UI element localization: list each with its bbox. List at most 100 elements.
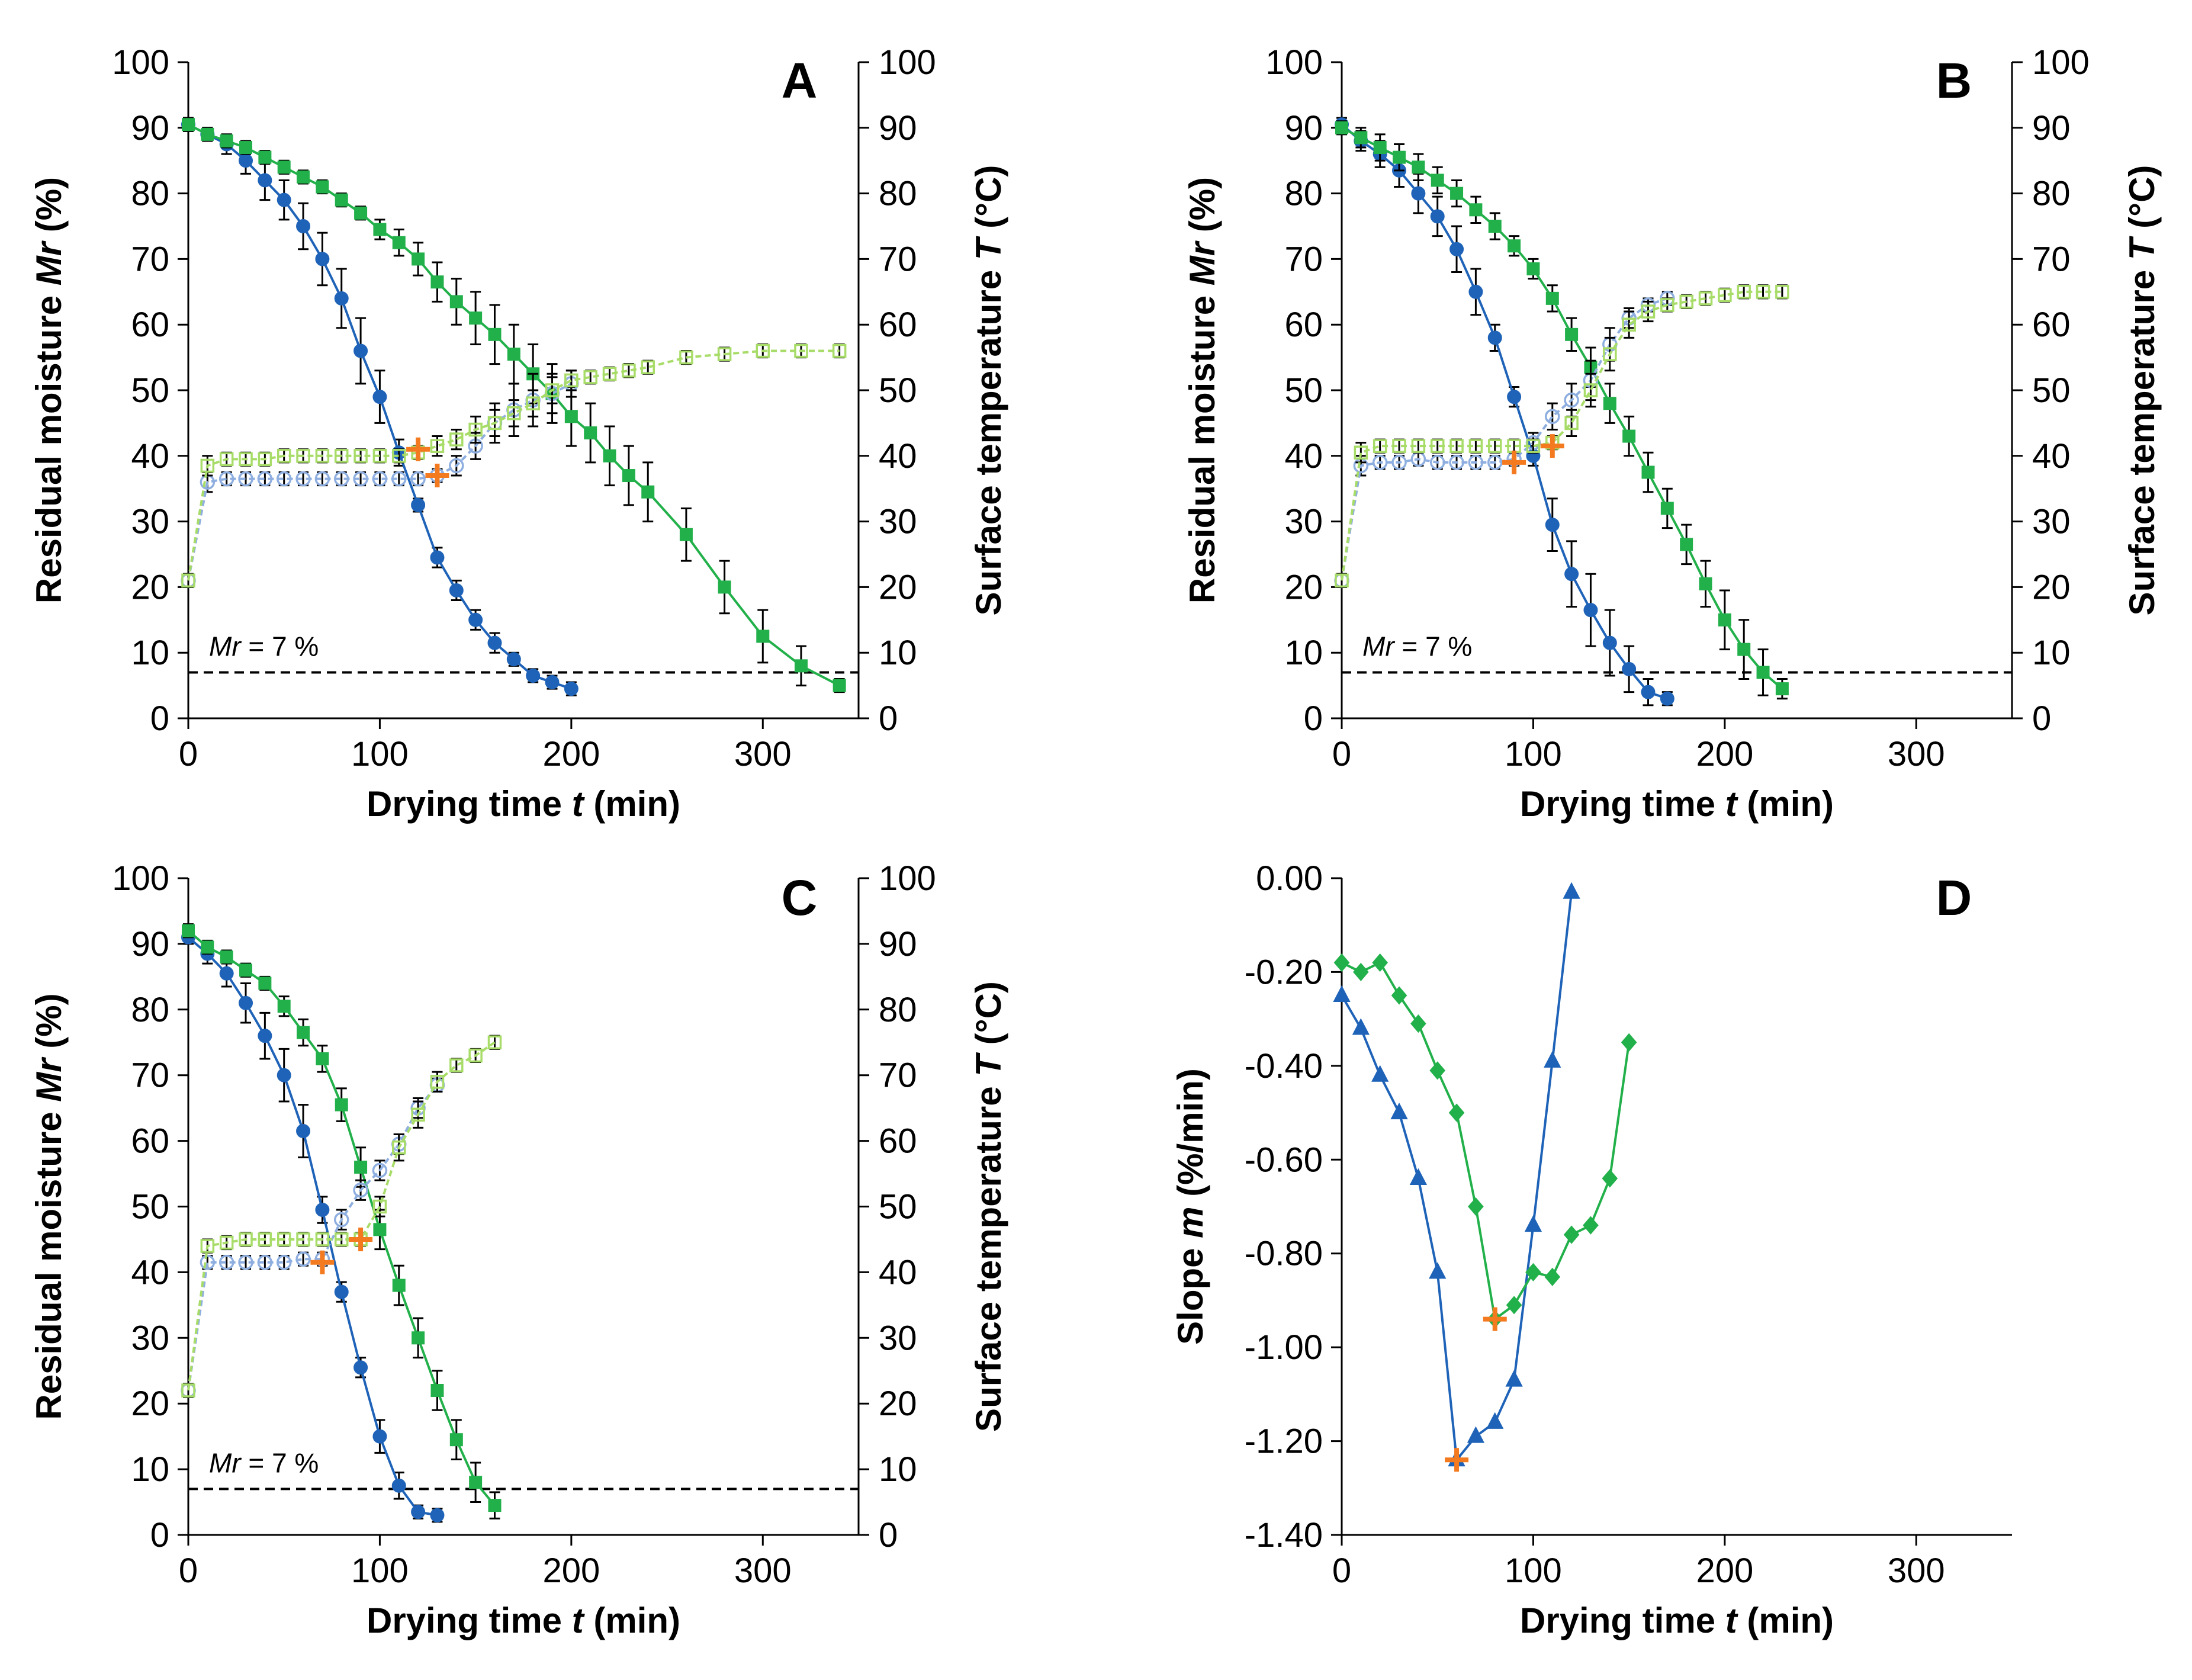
data-point [411,1107,425,1122]
y2-tick-label: 30 [879,1319,917,1357]
data-point [545,675,560,690]
data-point [1487,330,1502,345]
y-axis-label: Slope m (%/min) [1171,1068,1210,1345]
y2-tick-label: 0 [879,699,898,738]
data-point [1333,953,1350,972]
y-tick-label: 80 [131,175,169,213]
y-axis-label: Residual moisture Mr (%) [29,177,69,603]
y2-tick-label: 30 [879,503,917,541]
y2-tick-label: 50 [2032,371,2071,410]
data-point [335,1098,348,1112]
series-transition-marker-1 [310,1250,335,1274]
data-point [1392,439,1406,453]
data-point [487,416,502,431]
data-point [1526,262,1540,276]
data-point [314,471,330,487]
data-point [277,449,291,463]
data-point [622,469,635,483]
data-point [372,471,388,487]
series-transition-marker-1 [406,437,430,461]
data-point [1680,538,1693,551]
series-line [187,1084,438,1391]
reference-line-label: Mr = 7 % [209,1447,319,1478]
data-point [430,1075,445,1089]
data-point [1602,1169,1618,1188]
y-tick-label: -0.20 [1245,953,1323,991]
data-point [1718,613,1731,627]
data-point [1430,209,1445,224]
data-point [1468,455,1484,470]
y2-tick-label: 50 [879,1188,917,1226]
data-point [507,406,521,420]
data-point [182,118,195,131]
y2-axis-label: Surface temperature T (°C) [969,981,1008,1432]
data-point [392,236,406,249]
series-surface-temperature-light-blue- [181,1077,445,1398]
data-point [391,471,407,487]
panel-label: D [1936,870,1972,926]
data-point [316,1052,329,1065]
data-point [1450,187,1464,200]
data-point [1372,455,1388,470]
reference-line-label: Mr = 7 % [209,631,319,661]
data-point [641,360,655,374]
data-point [411,1505,426,1520]
y2-tick-label: 0 [879,1516,898,1554]
series-line [1341,961,1631,1322]
data-point [1354,131,1368,144]
data-point [200,1239,215,1253]
x-tick-label: 200 [1696,735,1753,773]
data-point [1468,284,1483,299]
y2-tick-label: 100 [879,859,936,898]
data-point [1524,1215,1542,1232]
data-point [430,550,445,565]
data-point [1563,882,1580,899]
data-point [449,295,463,309]
data-point [833,679,846,692]
data-point [296,1232,310,1247]
data-point [584,426,597,440]
data-point [1564,392,1579,408]
data-point [430,439,445,453]
data-point [1468,1197,1484,1216]
data-point [258,173,272,188]
y-tick-label: -1.20 [1245,1422,1323,1461]
data-point [449,583,464,598]
y-tick-label: 40 [1284,437,1323,476]
data-point [201,940,214,954]
x-axis-label: Drying time t (min) [367,1601,680,1640]
data-point [1641,685,1656,699]
y-tick-label: 100 [1265,43,1323,82]
data-point [333,1212,349,1228]
data-point [1449,439,1464,453]
data-point [353,1183,368,1198]
reference-line-label: Mr = 7 % [1362,631,1472,661]
x-tick-label: 200 [542,735,600,773]
data-point [430,1508,445,1522]
data-point [354,206,368,220]
data-point [372,1199,387,1214]
data-point [258,1029,272,1043]
data-point [353,471,368,487]
y-tick-label: 80 [1284,175,1323,213]
data-point [487,1035,502,1049]
data-point [181,1383,195,1398]
data-point [218,471,234,487]
data-point [334,1232,349,1247]
data-point [794,343,808,358]
data-point [526,396,540,410]
series-moisture-green- [182,117,846,693]
data-point [603,449,616,462]
data-point [1333,985,1351,1003]
data-point [296,449,310,463]
data-point [469,311,483,325]
data-point [1621,1033,1637,1052]
data-point [373,1223,387,1236]
data-point [756,343,770,358]
y-axis-label: Residual moisture Mr (%) [1182,177,1222,603]
data-point [717,347,732,361]
x-tick-label: 300 [1888,1551,1945,1590]
data-point [430,275,444,289]
x-tick-label: 0 [1332,735,1351,773]
